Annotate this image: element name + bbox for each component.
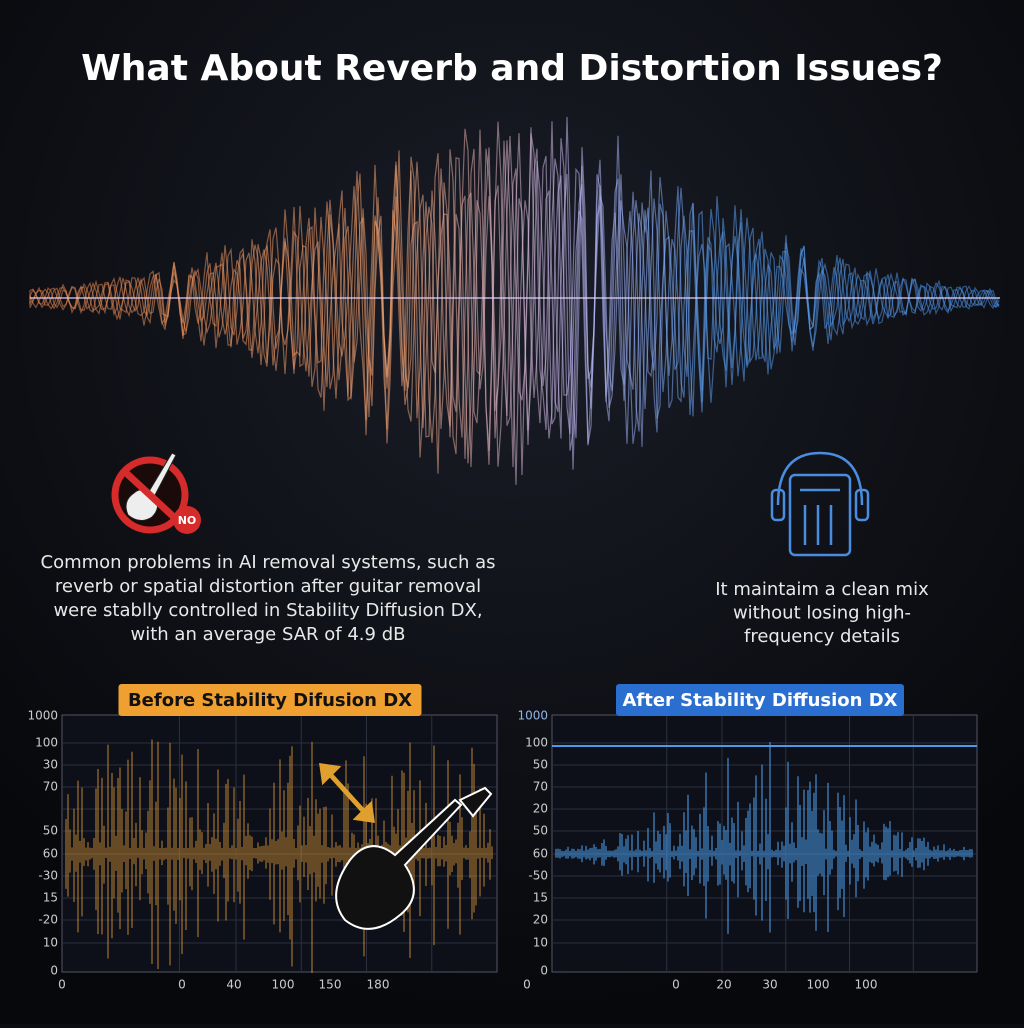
x-tick-label: 40: [226, 978, 241, 992]
no-badge: NO: [178, 514, 197, 527]
y-tick-label: -20: [38, 913, 58, 927]
x-tick-label: 0: [672, 978, 680, 992]
x-tick-label: 100: [807, 978, 830, 992]
y-tick-label: 50: [533, 824, 548, 838]
panel: After Stability Diffusion DX100010050702…: [517, 684, 978, 992]
y-tick-label: 1000: [517, 709, 548, 723]
y-tick-label: 20: [533, 802, 548, 816]
y-tick-label: -30: [38, 869, 58, 883]
left-note-line: with an average SAR of 4.9 dB: [131, 624, 406, 645]
x-tick-label: 0: [58, 978, 66, 992]
mixer-icon: [770, 451, 870, 557]
right-note-line: without losing high-: [733, 603, 911, 624]
y-tick-label: 50: [533, 758, 548, 772]
y-tick-label: 10: [43, 936, 58, 950]
y-tick-label: 10: [533, 936, 548, 950]
y-tick-label: 15: [43, 891, 58, 905]
y-tick-label: 60: [43, 847, 58, 861]
wave-line: [29, 116, 1000, 468]
wave-line: [29, 121, 1000, 465]
x-tick-label: 20: [716, 978, 731, 992]
guitar: [335, 786, 493, 930]
panel: Before Stability Difusion DX100010030705…: [27, 684, 498, 992]
panel-label: After Stability Diffusion DX: [622, 690, 897, 711]
x-tick-label: 180: [367, 978, 390, 992]
panel-label-box: [118, 684, 422, 716]
x-tick-label: 0: [523, 978, 531, 992]
left-note-line: were stablly controlled in Stability Dif…: [53, 600, 482, 621]
y-tick-label: 0: [540, 964, 548, 978]
y-tick-label: -50: [528, 869, 548, 883]
waveform: [29, 116, 1000, 485]
x-tick-label: 100: [855, 978, 878, 992]
title: What About Reverb and Distortion Issues?: [81, 48, 943, 89]
y-tick-label: 50: [43, 824, 58, 838]
y-tick-label: 0: [50, 964, 58, 978]
y-tick-label: 70: [533, 780, 548, 794]
right-note-line: It maintaim a clean mix: [715, 579, 929, 600]
plot-frame: [551, 714, 978, 973]
y-tick-label: 30: [43, 758, 58, 772]
right-note-line: frequency details: [744, 626, 900, 647]
y-tick-label: 1000: [27, 709, 58, 723]
arrow: [319, 763, 375, 823]
y-tick-label: 100: [35, 736, 58, 750]
panel-label: Before Stability Difusion DX: [128, 690, 412, 711]
x-tick-label: 100: [272, 978, 295, 992]
left-note-line: Common problems in AI removal systems, s…: [41, 552, 496, 573]
y-tick-label: 20: [533, 913, 548, 927]
wave-line: [29, 135, 1000, 485]
x-tick-label: 0: [178, 978, 186, 992]
left-note-line: reverb or spatial distortion after guita…: [55, 576, 481, 597]
y-tick-label: 100: [525, 736, 548, 750]
y-tick-label: 60: [533, 847, 548, 861]
x-tick-label: 30: [762, 978, 777, 992]
y-tick-label: 70: [43, 780, 58, 794]
x-tick-label: 150: [319, 978, 342, 992]
y-tick-label: 15: [533, 891, 548, 905]
panel-label-box: [616, 684, 904, 716]
wave-line: [29, 128, 1000, 467]
no-guitar-icon: NO: [111, 452, 201, 534]
